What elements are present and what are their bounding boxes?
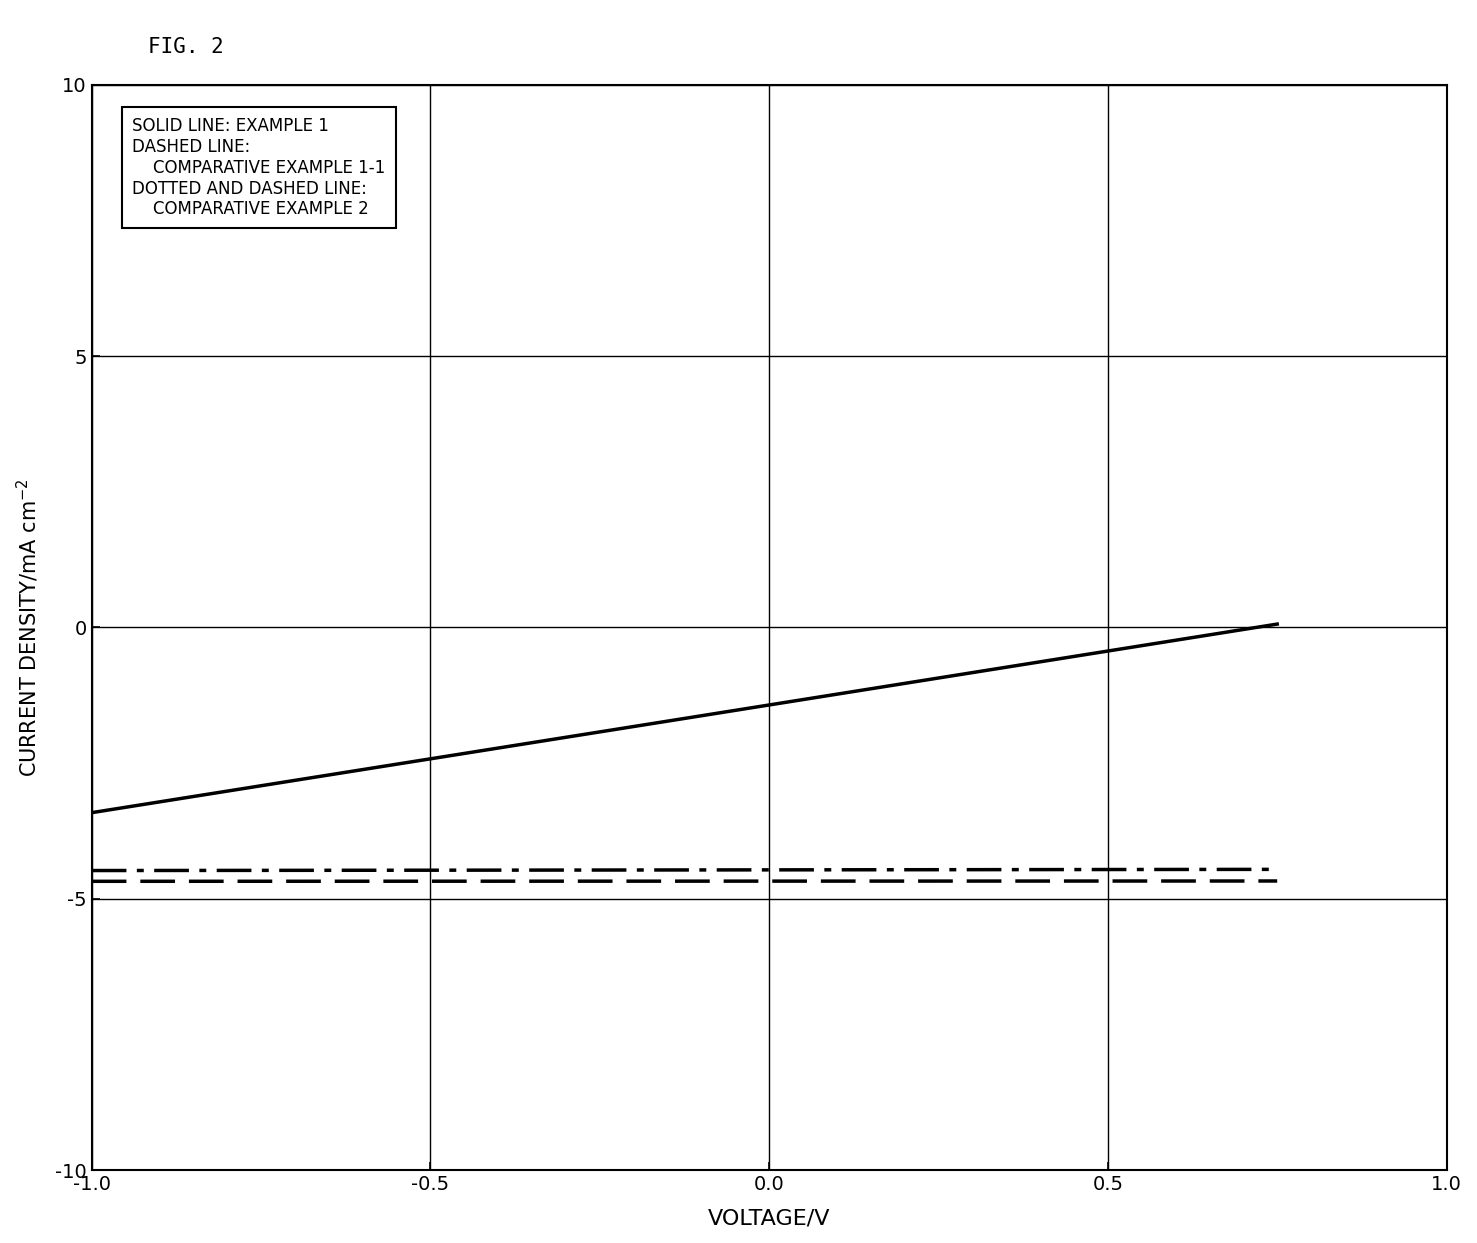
Text: FIG. 2: FIG. 2 [148,37,223,57]
Text: SOLID LINE: EXAMPLE 1
DASHED LINE:
    COMPARATIVE EXAMPLE 1-1
DOTTED AND DASHED: SOLID LINE: EXAMPLE 1 DASHED LINE: COMPA… [133,117,385,219]
X-axis label: VOLTAGE/V: VOLTAGE/V [707,1208,830,1228]
Y-axis label: CURRENT DENSITY/mA cm$^{-2}$: CURRENT DENSITY/mA cm$^{-2}$ [15,479,41,777]
